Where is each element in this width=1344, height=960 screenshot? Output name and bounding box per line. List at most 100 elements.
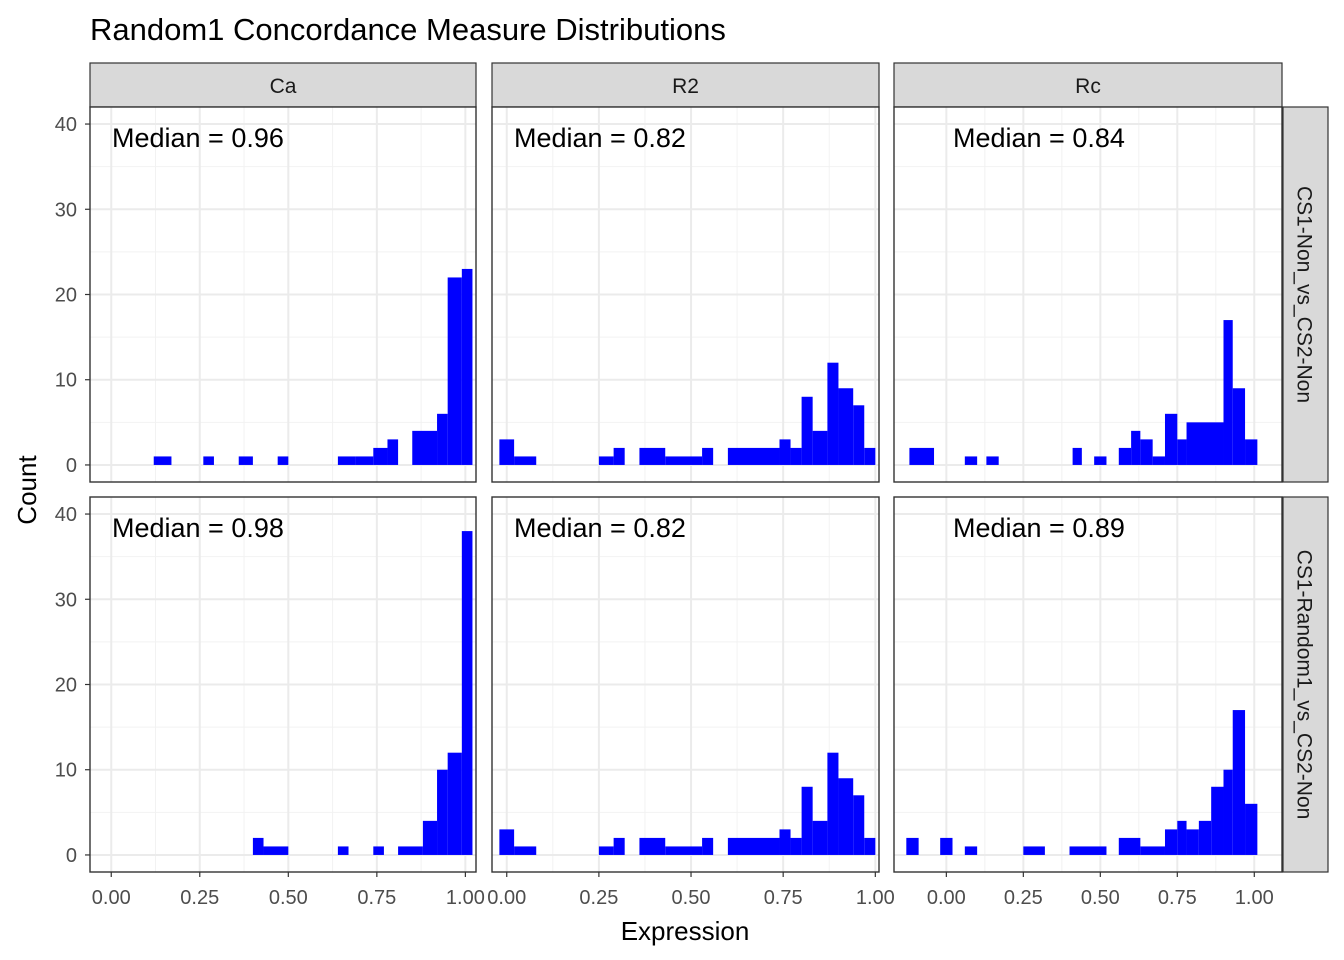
histogram-bar [1245, 439, 1258, 465]
histogram-bar [153, 456, 172, 465]
histogram-bar [1072, 447, 1082, 465]
x-tick-label: 0.75 [1158, 887, 1197, 909]
histogram-bar [940, 837, 953, 855]
histogram-bar [514, 846, 537, 855]
histogram-bar [702, 447, 714, 465]
histogram-bar [355, 456, 374, 465]
histogram-bar [1198, 820, 1212, 855]
histogram-bar [838, 778, 854, 855]
x-tick-label: 0.25 [1004, 887, 1043, 909]
histogram-bar [337, 456, 356, 465]
histogram-bar [801, 396, 813, 465]
x-axis-title: Expression [621, 916, 750, 946]
x-tick-label: 0.50 [672, 887, 711, 909]
facet-strip-label: Ca [270, 75, 297, 98]
histogram-bar [702, 837, 714, 855]
histogram-bar [1140, 846, 1165, 855]
histogram-bar [1152, 456, 1165, 465]
facet-strip-row-label: CS1-Non_vs_CS2-Non [1293, 186, 1316, 403]
y-tick-label: 10 [55, 760, 77, 782]
median-annotation: Median = 0.89 [953, 513, 1125, 543]
panel-border [893, 106, 1283, 483]
histogram-bar [238, 456, 253, 465]
histogram-bar [373, 846, 384, 855]
facet-strip-ca [89, 62, 477, 108]
histogram-bar [1118, 447, 1132, 465]
histogram-bar [790, 447, 802, 465]
x-tick-label: 0.00 [927, 887, 966, 909]
y-tick-label: 30 [55, 199, 77, 221]
histogram-bar [779, 829, 791, 855]
x-tick-label: 1.00 [1235, 887, 1274, 909]
histogram-bar [801, 786, 813, 855]
facet-strip-row-2 [1282, 496, 1329, 873]
histogram-bar [1094, 456, 1107, 465]
x-tick-label: 1.00 [856, 887, 895, 909]
histogram-bar [1131, 430, 1141, 465]
x-tick-label: 1.00 [446, 887, 485, 909]
x-tick-label: 0.25 [180, 887, 219, 909]
median-annotation: Median = 0.82 [514, 513, 686, 543]
histogram-bar [1232, 710, 1246, 855]
histogram-bar [964, 846, 978, 855]
histogram-bar [727, 447, 780, 465]
histogram-bar [1177, 820, 1187, 855]
y-tick-label: 30 [55, 589, 77, 611]
y-tick-label: 40 [55, 114, 77, 136]
panel-border [893, 496, 1283, 873]
histogram-bar [337, 846, 349, 855]
histogram-bar [447, 277, 462, 465]
histogram-bar [499, 829, 515, 855]
histogram-bar [422, 820, 438, 855]
histogram-bar [598, 846, 614, 855]
y-tick-label: 40 [55, 504, 77, 526]
histogram-bar [598, 456, 614, 465]
y-tick-label: 0 [66, 455, 77, 477]
panel-border [491, 106, 880, 483]
histogram-bar [853, 405, 865, 465]
histogram-bar [812, 430, 828, 465]
histogram-bar [909, 447, 935, 465]
histogram-bar [373, 447, 388, 465]
histogram-bar [1232, 388, 1246, 465]
histogram-bar [461, 531, 473, 855]
histogram-bar [812, 820, 828, 855]
histogram-bar [727, 837, 780, 855]
histogram-bar [790, 837, 802, 855]
histogram-bar [986, 456, 999, 465]
x-tick-label: 0.00 [92, 887, 131, 909]
histogram-bar [461, 268, 473, 465]
histogram-bar [412, 430, 438, 465]
facet-strip-label: Rc [1075, 75, 1101, 98]
panel-border [491, 496, 880, 873]
x-tick-label: 0.50 [1081, 887, 1120, 909]
histogram-bar [277, 456, 289, 465]
histogram-bar [1164, 413, 1178, 465]
histogram-bar [1118, 837, 1141, 855]
x-tick-label: 0.50 [269, 887, 308, 909]
histogram-bar [1023, 846, 1045, 855]
histogram-bar [1245, 803, 1258, 855]
histogram-bar [387, 439, 399, 465]
histogram-bar [437, 769, 448, 855]
facet-strip-rc [893, 62, 1283, 108]
histogram-bar [838, 388, 854, 465]
histogram-bar [827, 362, 839, 465]
median-annotation: Median = 0.96 [112, 123, 284, 153]
y-tick-label: 10 [55, 370, 77, 392]
y-tick-label: 20 [55, 285, 77, 307]
histogram-bar [1211, 786, 1224, 855]
facet-strip-row-label: CS1-Random1_vs_CS2-Non [1293, 550, 1316, 820]
histogram-bar [665, 846, 703, 855]
histogram-bar [1140, 439, 1153, 465]
histogram-bar [1223, 320, 1233, 465]
histogram-bar [263, 846, 289, 855]
histogram-bar [1223, 769, 1233, 855]
y-axis-title: Count [12, 455, 42, 525]
histogram-bar [613, 447, 625, 465]
histogram-bar [1177, 439, 1187, 465]
histogram-bar [203, 456, 214, 465]
histogram-bar [639, 837, 666, 855]
histogram-bar [1164, 829, 1178, 855]
